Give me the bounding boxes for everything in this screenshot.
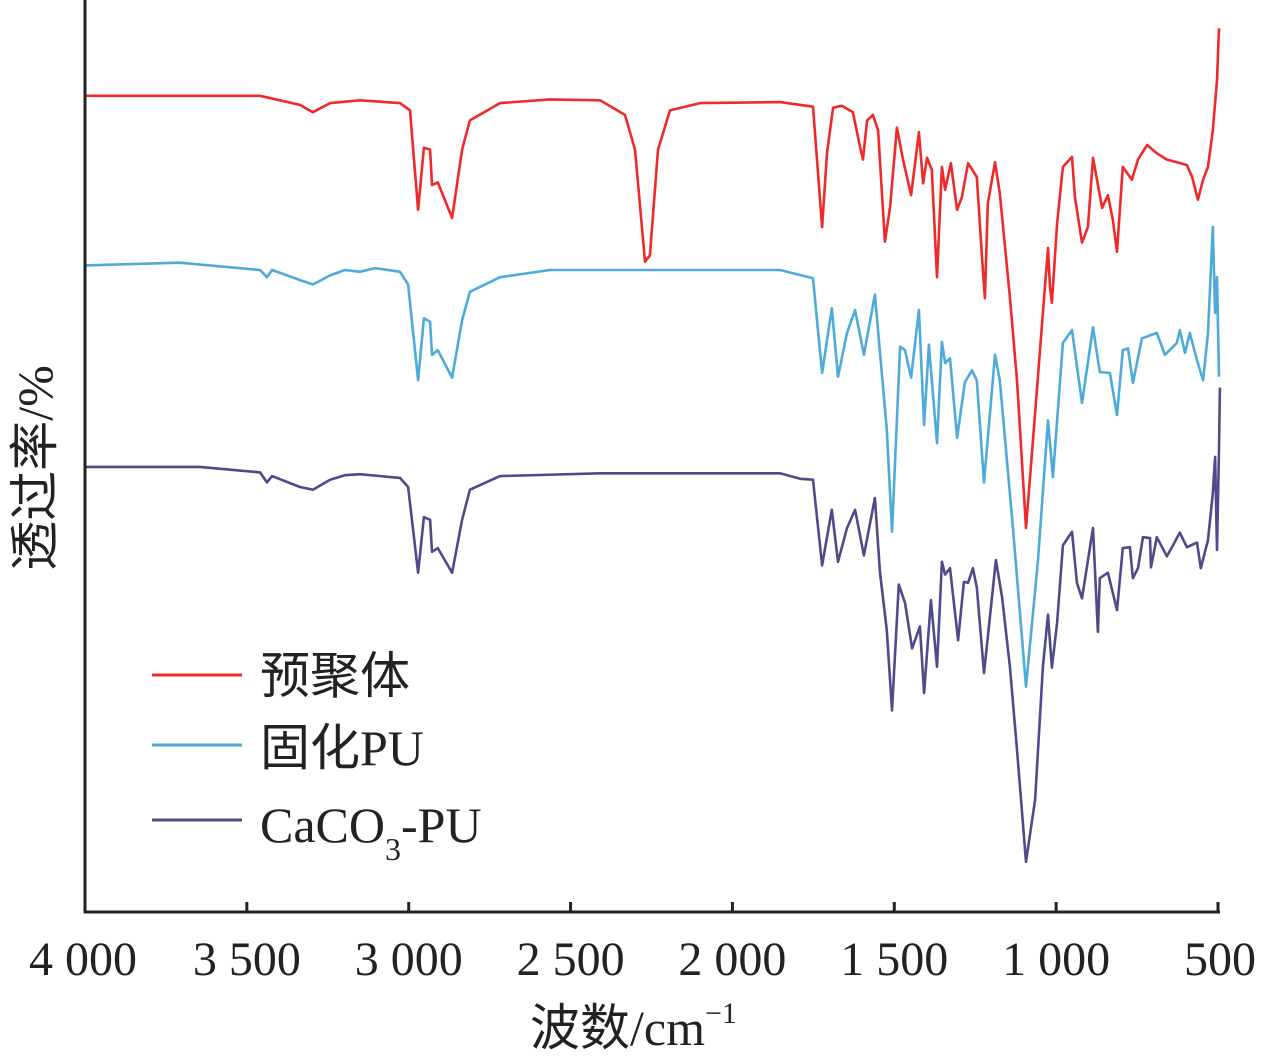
x-tick-label: 1 000 xyxy=(1002,933,1110,986)
legend-caco3-main: CaCO xyxy=(260,797,385,853)
series-line-0 xyxy=(85,28,1221,530)
y-axis-title: 透过率/% xyxy=(7,365,63,571)
x-tick-label: 3 000 xyxy=(355,933,463,986)
x-tick-label: 500 xyxy=(1184,933,1256,986)
x-axis-title-sup: −1 xyxy=(705,997,737,1030)
series-line-1 xyxy=(84,225,1221,689)
legend-caco3-sub: 3 xyxy=(385,831,401,867)
series-layer xyxy=(84,28,1222,864)
x-ticks: 4 000 3 500 3 000 2 500 2 000 1 500 1 000 500 xyxy=(29,902,1256,986)
x-tick-label: 1 500 xyxy=(840,933,948,986)
x-axis-title: 波数/cm−1 xyxy=(530,997,737,1056)
legend: 预聚体 固化PU CaCO3-PU xyxy=(152,648,482,867)
legend-caco3-suffix: -PU xyxy=(401,797,482,853)
legend-label-prepolymer: 预聚体 xyxy=(260,648,410,704)
x-tick-label: 2 500 xyxy=(517,933,625,986)
x-tick-label: 2 000 xyxy=(678,933,786,986)
legend-label-caco3-pu: CaCO3-PU xyxy=(260,797,482,867)
x-tick-label: 3 500 xyxy=(193,933,301,986)
x-axis-title-main: 波数/cm xyxy=(530,1000,705,1056)
legend-label-cured-pu: 固化PU xyxy=(260,720,424,776)
x-tick-label: 4 000 xyxy=(29,933,137,986)
series-line-2 xyxy=(85,387,1222,864)
